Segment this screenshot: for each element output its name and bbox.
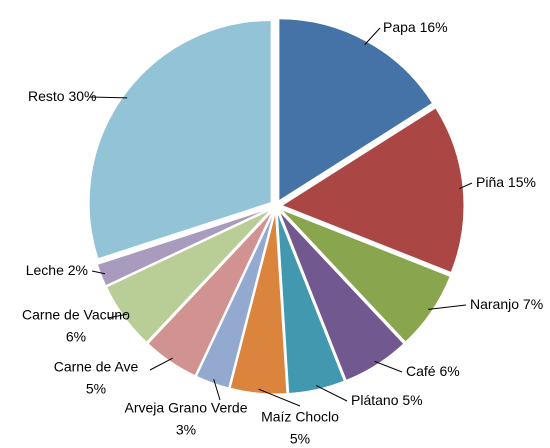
slice-value-label: 30% (68, 88, 96, 104)
slice-label: Naranjo 7% (470, 296, 543, 312)
slice-category: Papa (383, 19, 416, 35)
slice-label: Carne de Ave (54, 359, 139, 375)
slice-label: Leche 2% (26, 262, 88, 278)
leader-line (91, 270, 106, 275)
leader-line (315, 385, 348, 402)
pie-slice (88, 19, 272, 260)
leader-line (89, 96, 128, 99)
leader-line (364, 27, 381, 46)
pie-slice (278, 210, 405, 381)
slice-category: Café (406, 363, 436, 379)
pie-slice (278, 18, 434, 202)
pie-slice (105, 209, 272, 343)
slice-label: Carne de Vacuno (22, 307, 130, 323)
slice-value-label: 2% (68, 262, 88, 278)
slice-category: Piña (476, 174, 504, 190)
leader-line (107, 313, 128, 319)
leader-line (374, 360, 403, 373)
slice-value-label: 5% (402, 392, 422, 408)
slice-value-label: 5% (86, 381, 106, 397)
slice-category: Naranjo (470, 296, 519, 312)
pie-slice (195, 211, 275, 389)
leader-line (149, 357, 173, 371)
slice-value-label: 6% (439, 363, 459, 379)
leader-line (213, 378, 221, 401)
slice-category: Leche (26, 262, 64, 278)
slice-label: Plátano 5% (351, 392, 423, 408)
slice-category: Plátano (351, 392, 399, 408)
slice-category: Resto (28, 88, 65, 104)
slice-label: Papa 16% (383, 19, 448, 35)
pie-slice (276, 211, 345, 395)
slice-value-label: 16% (420, 19, 448, 35)
pie-slice (229, 211, 288, 395)
pie-slice (280, 208, 451, 343)
pie-slice (96, 207, 271, 287)
leader-line (458, 182, 473, 190)
slice-label: Arveja Grano Verde (125, 400, 248, 416)
slice-label: Café 6% (406, 363, 460, 379)
leader-line (258, 388, 301, 407)
slice-value-label: 6% (66, 329, 86, 345)
slice-value-label: 7% (523, 296, 543, 312)
slice-value-label: 5% (290, 431, 310, 447)
slice-label: Resto 30% (28, 88, 97, 104)
slice-label: Maíz Choclo (261, 409, 339, 425)
pie-slice (280, 107, 465, 274)
slice-label: Piña 15% (476, 174, 536, 190)
leader-line (428, 304, 467, 310)
slice-value-label: 15% (508, 174, 536, 190)
slice-value-label: 3% (176, 422, 196, 438)
pie-slice (147, 210, 274, 377)
